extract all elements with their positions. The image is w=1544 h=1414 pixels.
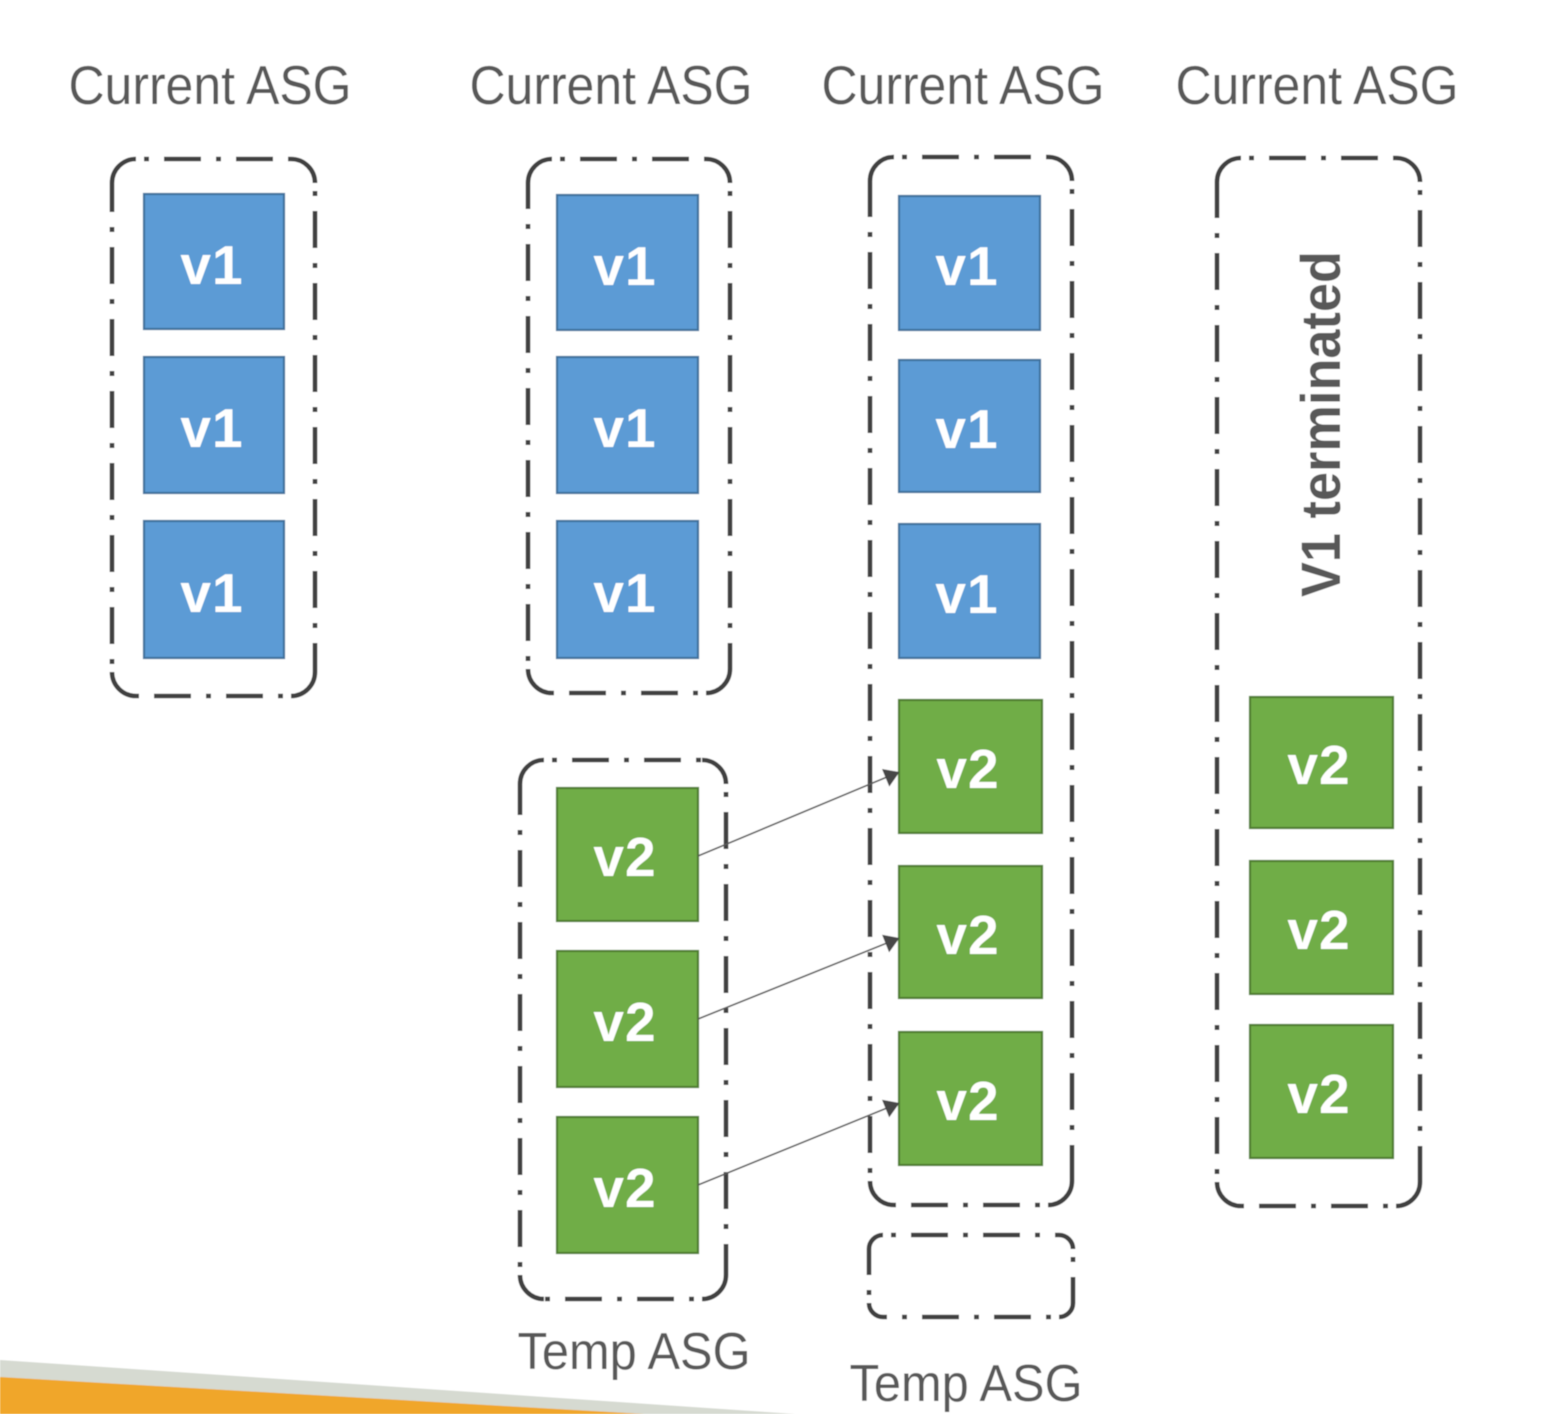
svg-text:v2: v2: [593, 991, 656, 1053]
svg-text:v2: v2: [1287, 734, 1350, 796]
svg-text:Current ASG: Current ASG: [822, 54, 1105, 116]
svg-text:v1: v1: [593, 235, 656, 297]
svg-text:v2: v2: [936, 904, 999, 966]
svg-text:v2: v2: [1287, 1063, 1350, 1125]
svg-text:V1 terminated: V1 terminated: [1289, 251, 1352, 597]
svg-text:v1: v1: [593, 562, 656, 624]
svg-text:v2: v2: [593, 826, 656, 888]
svg-text:Temp ASG: Temp ASG: [850, 1355, 1083, 1413]
svg-text:Current ASG: Current ASG: [1176, 54, 1459, 116]
svg-text:v1: v1: [593, 397, 656, 459]
svg-text:v1: v1: [935, 235, 998, 297]
svg-text:v2: v2: [936, 738, 999, 800]
svg-text:v1: v1: [180, 397, 243, 459]
svg-text:Current ASG: Current ASG: [69, 54, 352, 116]
svg-text:v1: v1: [180, 234, 243, 296]
svg-text:v1: v1: [180, 562, 243, 624]
svg-text:Temp ASG: Temp ASG: [518, 1323, 751, 1381]
svg-text:Current ASG: Current ASG: [470, 54, 753, 116]
svg-text:v1: v1: [935, 398, 998, 460]
svg-text:v2: v2: [936, 1070, 999, 1132]
svg-text:v1: v1: [935, 563, 998, 625]
svg-text:v2: v2: [1287, 899, 1350, 961]
svg-text:v2: v2: [593, 1157, 656, 1219]
